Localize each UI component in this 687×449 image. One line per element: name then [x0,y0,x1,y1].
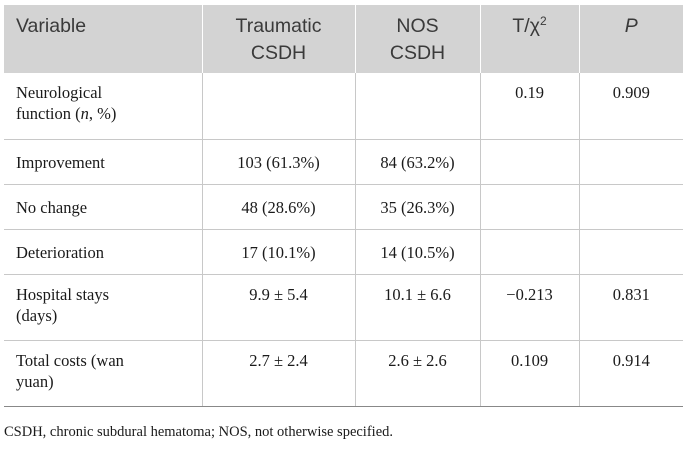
row-label: No change [4,184,202,230]
cell-p [578,184,683,230]
table-row: Total costs (wan yuan) 2.7 ± 2.4 2.6 ± 2.… [4,340,683,407]
results-table: Variable Traumatic CSDH NOS CSDH T/χ2 P … [4,5,683,407]
table-footnote: CSDH, chronic subdural hematoma; NOS, no… [4,424,394,440]
cell-nos [354,73,480,140]
row-label-line2: function ( [16,104,81,123]
row-label: Deterioration [4,229,202,275]
cell-traumatic [201,73,355,140]
results-table-container: Variable Traumatic CSDH NOS CSDH T/χ2 P … [4,5,683,407]
header-variable: Variable [4,5,202,73]
cell-p: 0.909 [578,73,683,140]
table-body: Neurological function (n, %) 0.19 0.909 I… [4,73,683,407]
row-label-line1: Total costs (wan [16,350,124,370]
cell-stat [479,229,579,275]
row-label-line1: Hospital stays [16,284,110,304]
cell-stat [479,139,579,185]
header-p-value: P [578,5,683,73]
table-row: Improvement 103 (61.3%) 84 (63.2%) [4,139,683,185]
cell-nos: 2.6 ± 2.6 [354,340,480,407]
header-stat-superscript: 2 [539,14,547,28]
row-label-line2: yuan) [16,371,54,391]
header-traumatic-line2: CSDH [250,42,307,64]
cell-stat [479,184,579,230]
cell-nos: 35 (26.3%) [354,184,480,230]
header-nos-line2: CSDH [389,42,446,64]
cell-stat: −0.213 [479,274,579,341]
cell-traumatic: 103 (61.3%) [201,139,355,185]
cell-traumatic: 2.7 ± 2.4 [201,340,355,407]
header-traumatic-csdh: Traumatic CSDH [201,5,355,73]
row-label: Total costs (wan yuan) [4,340,202,407]
table-row: Neurological function (n, %) 0.19 0.909 [4,73,683,140]
row-label-suffix: , %) [88,104,117,123]
header-test-statistic: T/χ2 [479,5,579,73]
cell-traumatic: 48 (28.6%) [201,184,355,230]
cell-p: 0.914 [578,340,683,407]
table-row: Hospital stays (days) 9.9 ± 5.4 10.1 ± 6.… [4,274,683,341]
row-label-line1: Neurological [16,83,103,102]
cell-stat: 0.19 [479,73,579,140]
header-stat-prefix: T/χ [512,15,540,37]
header-traumatic-line1: Traumatic [235,15,322,37]
row-label: Improvement [4,139,202,185]
row-label-n: n [80,104,89,123]
table-row: No change 48 (28.6%) 35 (26.3%) [4,184,683,230]
cell-p [578,229,683,275]
cell-stat: 0.109 [479,340,579,407]
row-label: Hospital stays (days) [4,274,202,341]
row-label-line2: (days) [16,305,58,325]
cell-p [578,139,683,185]
cell-traumatic: 17 (10.1%) [201,229,355,275]
cell-p: 0.831 [578,274,683,341]
table-header: Variable Traumatic CSDH NOS CSDH T/χ2 P [4,5,683,73]
cell-nos: 84 (63.2%) [354,139,480,185]
table-row: Deterioration 17 (10.1%) 14 (10.5%) [4,229,683,275]
header-nos-line1: NOS [396,15,439,37]
row-label: Neurological function (n, %) [4,73,202,140]
header-nos-csdh: NOS CSDH [354,5,480,73]
cell-nos: 14 (10.5%) [354,229,480,275]
cell-traumatic: 9.9 ± 5.4 [201,274,355,341]
cell-nos: 10.1 ± 6.6 [354,274,480,341]
